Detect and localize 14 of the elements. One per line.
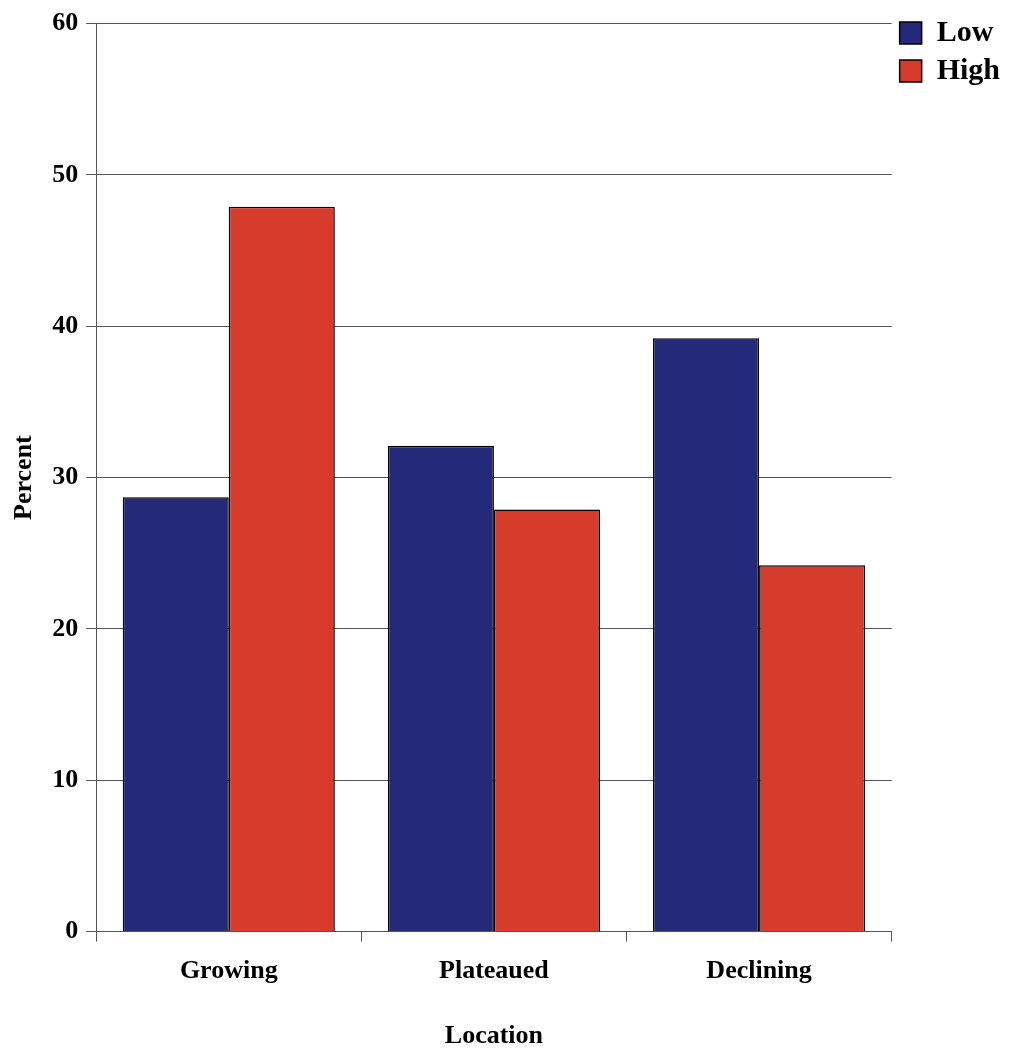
legend-label: Low bbox=[936, 13, 994, 47]
x-tick-label: Growing bbox=[179, 954, 278, 984]
y-tick-label: 30 bbox=[52, 461, 79, 491]
y-tick-label: 60 bbox=[52, 7, 79, 37]
x-axis-title: Location bbox=[444, 1020, 544, 1050]
y-tick-label: 20 bbox=[52, 612, 79, 642]
x-tick-label: Declining bbox=[706, 954, 812, 984]
y-axis-title: Percent bbox=[8, 434, 38, 520]
y-tick-label: 50 bbox=[52, 158, 79, 188]
x-tick-label: Plateaued bbox=[439, 954, 550, 984]
y-tick-label: 0 bbox=[65, 915, 79, 945]
legend-label: High bbox=[936, 51, 1001, 85]
y-tick-label: 10 bbox=[52, 763, 79, 793]
y-tick-label: 40 bbox=[52, 309, 79, 339]
